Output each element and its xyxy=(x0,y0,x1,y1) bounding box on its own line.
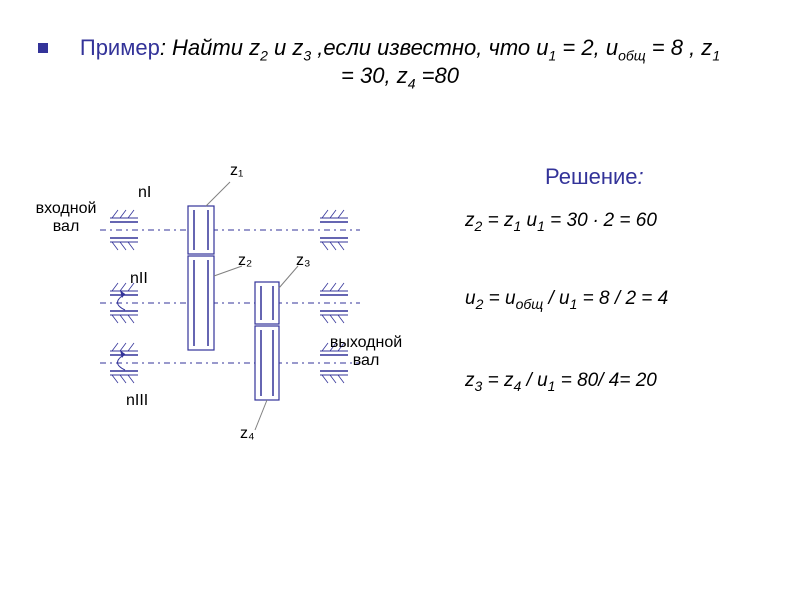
solution-header: Решение: xyxy=(545,164,644,190)
formula-1: z2 = z1 u1 = 30 ∙ 2 = 60 xyxy=(465,210,657,234)
label-z2: z₂ xyxy=(238,252,252,270)
label-z1: z₁ xyxy=(230,162,243,180)
label-output-shaft: выходной вал xyxy=(326,334,406,369)
label-z4: z₄ xyxy=(240,425,255,443)
title-accent: Пример xyxy=(80,35,160,60)
formula-2: u2 = uобщ / u1 = 8 / 2 = 4 xyxy=(465,288,668,312)
formula-3: z3 = z4 / u1 = 80/ 4= 20 xyxy=(465,370,657,394)
label-input-shaft: входной вал xyxy=(26,200,106,235)
label-z3: z₃ xyxy=(296,252,311,270)
label-nI: nI xyxy=(138,184,151,202)
label-nII: nII xyxy=(130,270,148,288)
gear-diagram: z₁ z₂ z₃ z₄ nI nII nIII входной вал выхо… xyxy=(30,170,410,450)
problem-title: Пример: Найти z2 и z3 ,если известно, чт… xyxy=(40,35,760,92)
label-nIII: nIII xyxy=(126,392,148,410)
